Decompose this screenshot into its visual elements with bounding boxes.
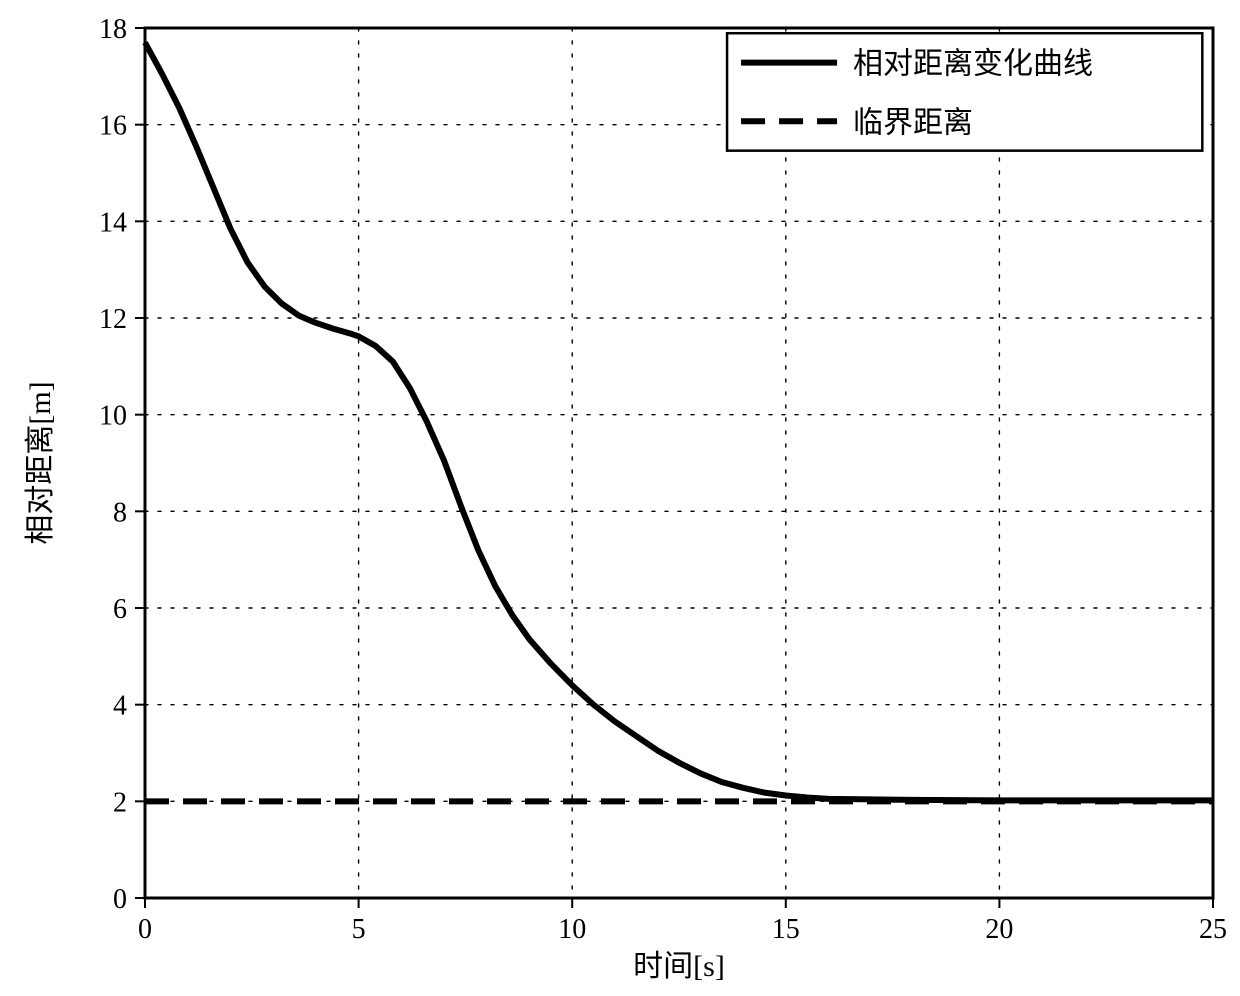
ytick-label: 4 [113, 691, 127, 722]
ytick-label: 10 [99, 401, 127, 432]
xtick-label: 15 [772, 914, 800, 945]
legend-label: 临界距离 [853, 106, 973, 139]
xtick-label: 10 [558, 914, 586, 945]
ytick-label: 14 [99, 207, 127, 238]
legend-label: 相对距离变化曲线 [853, 48, 1093, 81]
xtick-label: 20 [985, 914, 1013, 945]
xtick-label: 0 [138, 914, 152, 945]
ytick-label: 8 [113, 497, 127, 528]
xtick-label: 5 [352, 914, 366, 945]
xtick-label: 25 [1199, 914, 1227, 945]
x-axis-label: 时间[s] [633, 950, 725, 983]
line-chart: 0 5 10 15 20 25 0 2 4 6 8 10 12 14 16 18 时间[s] 相对距离[m] 相对距… [0, 0, 1240, 996]
ytick-label: 2 [113, 787, 127, 818]
ytick-label: 6 [113, 594, 127, 625]
y-axis-label: 相对距离[m] [24, 381, 57, 544]
ytick-label: 16 [99, 111, 127, 142]
ytick-label: 18 [99, 14, 127, 45]
ytick-label: 0 [113, 884, 127, 915]
chart-svg: 0 5 10 15 20 25 0 2 4 6 8 10 12 14 16 18 时间[s] 相对距离[m] 相对距… [0, 0, 1240, 996]
ytick-label: 12 [99, 304, 127, 335]
